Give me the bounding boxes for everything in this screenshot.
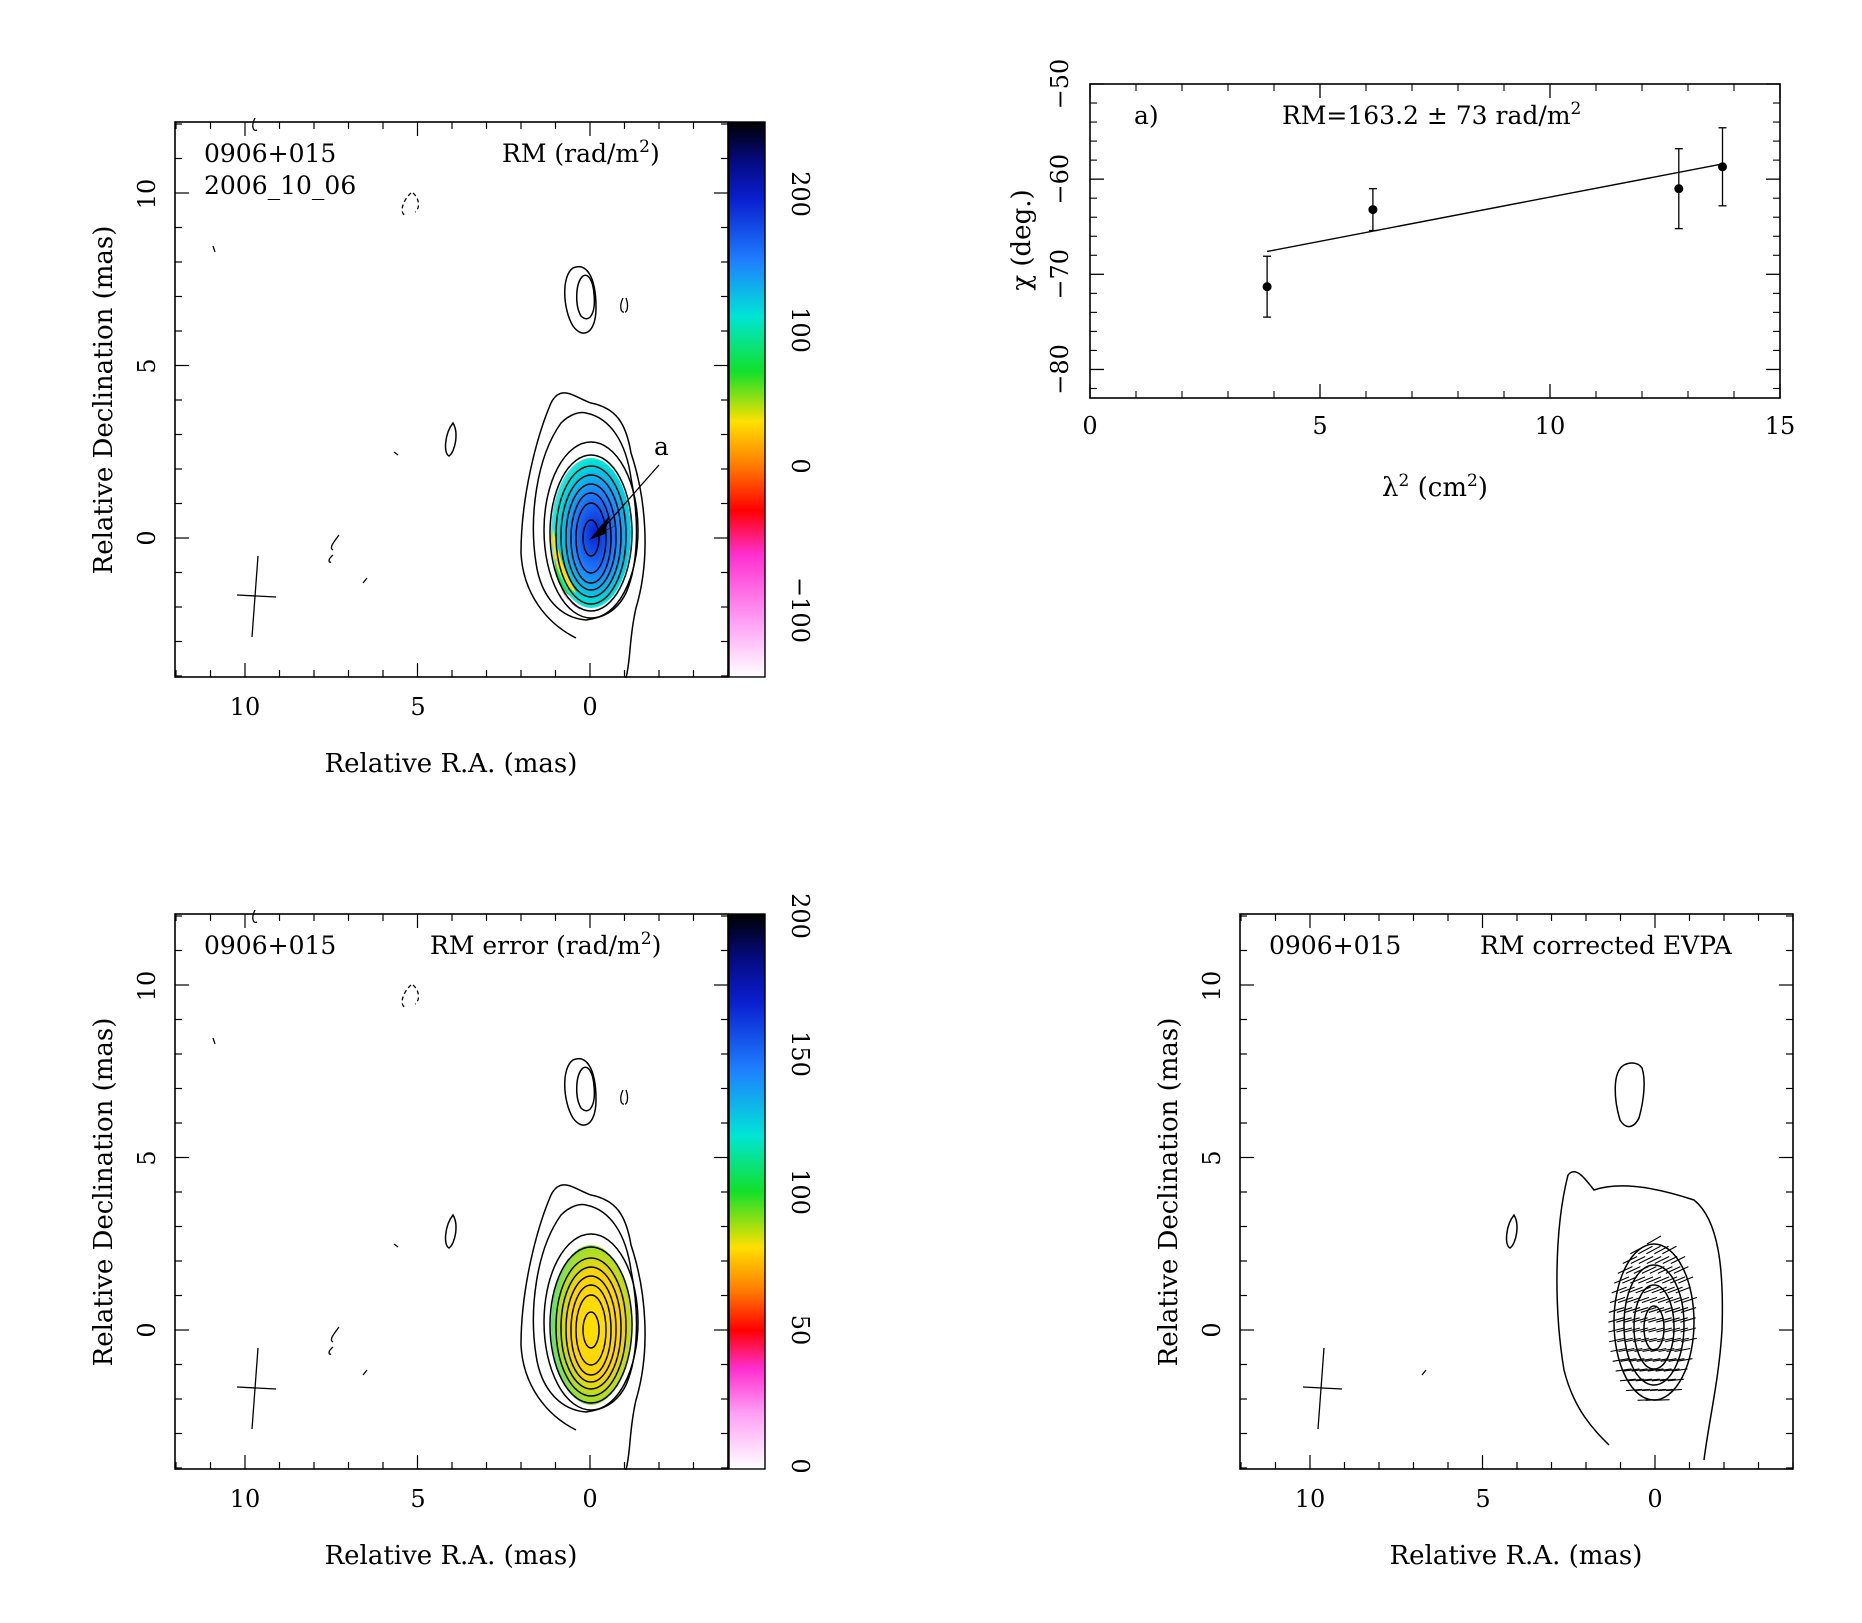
fit-frame — [1089, 83, 1781, 399]
evpa-y-tick: 0 — [1198, 1322, 1226, 1337]
rm-y-ticks: 10 5 0 — [133, 179, 161, 546]
err-x-tick: 10 — [230, 1485, 261, 1513]
rm-xlabel: Relative R.A. (mas) — [325, 749, 578, 779]
rm-map-frame — [174, 121, 729, 678]
err-y-tick: 10 — [133, 971, 161, 1002]
evpa-x-tick: 5 — [1475, 1485, 1490, 1513]
evpa-quantity: RM corrected EVPA — [1480, 931, 1733, 960]
evpa-y-tick: 10 — [1198, 971, 1226, 1002]
fit-y-tick-label: −60 — [1046, 154, 1074, 205]
fit-panel-label: a) — [1134, 101, 1159, 130]
err-y-tick: 0 — [133, 1322, 161, 1337]
rm-fit-panel: 0 5 10 15 −50 −60 −70 −80 a) RM=163.2 ± 73 rad/… — [1007, 59, 1795, 503]
rm-x-tick: 5 — [410, 693, 425, 721]
evpa-source: 0906+015 — [1269, 931, 1401, 960]
rm-error-colour-region — [551, 1245, 631, 1405]
fit-point — [1368, 205, 1378, 215]
err-colorbar-ticks: 200 150 100 50 0 — [786, 893, 814, 1474]
fit-x-tick-label: 15 — [1765, 412, 1796, 440]
rm-x-tick: 0 — [582, 693, 597, 721]
fit-annotation: RM=163.2 ± 73 rad/m2 — [1282, 99, 1581, 130]
evpa-y-ticks: 10 5 0 — [1198, 971, 1226, 1338]
evpa-xlabel: Relative R.A. (mas) — [1390, 1541, 1643, 1571]
rm-y-tick: 5 — [133, 358, 161, 373]
evpa-vectors — [1608, 1235, 1698, 1401]
rm-error-map-panel: 0906+015 RM error (rad/m2) Relative R.A.… — [89, 893, 814, 1571]
rm-x-tick: 10 — [230, 693, 261, 721]
component-a-arrow — [598, 464, 660, 534]
fit-line — [1266, 163, 1723, 253]
rm-y-tick: 10 — [133, 179, 161, 210]
err-quantity: RM error (rad/m2) — [430, 929, 661, 960]
err-xlabel: Relative R.A. (mas) — [325, 1541, 578, 1571]
fit-y-tick-label: −50 — [1046, 59, 1074, 110]
err-cbar-tick: 200 — [786, 893, 814, 939]
rm-colorbar-ticks: 200 100 0 −100 — [786, 171, 814, 643]
evpa-x-ticks: 10 5 0 — [1295, 1485, 1663, 1513]
fit-x-tick-label: 5 — [1312, 412, 1327, 440]
evpa-x-tick: 10 — [1295, 1485, 1326, 1513]
component-a-label: a — [654, 432, 669, 461]
rm-cbar-tick: 100 — [786, 307, 814, 353]
evpa-x-tick: 0 — [1647, 1485, 1662, 1513]
err-ylabel: Relative Declination (mas) — [89, 1018, 119, 1367]
rm-source: 0906+015 — [204, 139, 336, 168]
err-source: 0906+015 — [204, 931, 336, 960]
fit-x-tick-label: 10 — [1535, 412, 1566, 440]
evpa-map-panel: 0906+015 RM corrected EVPA Relative R.A.… — [1154, 913, 1794, 1571]
rm-x-ticks: 10 5 0 — [230, 693, 598, 721]
evpa-map-frame — [1239, 913, 1794, 1470]
rm-error-map-frame — [174, 913, 729, 1470]
fit-point — [1262, 282, 1272, 292]
err-x-tick: 0 — [582, 1485, 597, 1513]
evpa-y-tick: 5 — [1198, 1150, 1226, 1165]
rm-y-tick: 0 — [133, 530, 161, 545]
fit-ylabel: χ (deg.) — [1007, 189, 1037, 290]
err-cbar-tick: 50 — [786, 1315, 814, 1346]
rm-quantity: RM (rad/m2) — [502, 137, 660, 168]
rm-map-panel: 0906+015 2006_10_06 RM (rad/m2) a Relati… — [89, 117, 814, 779]
err-cbar-tick: 100 — [786, 1169, 814, 1215]
fit-marks — [1262, 127, 1727, 318]
rm-ylabel: Relative Declination (mas) — [89, 226, 119, 575]
err-cbar-tick: 150 — [786, 1031, 814, 1077]
fit-point — [1674, 184, 1684, 194]
fit-x-tick-label: 0 — [1082, 412, 1097, 440]
evpa-ylabel: Relative Declination (mas) — [1154, 1018, 1184, 1367]
rm-cbar-tick: −100 — [786, 577, 814, 643]
fit-y-tick-label: −80 — [1046, 344, 1074, 395]
err-x-ticks: 10 5 0 — [230, 1485, 598, 1513]
err-x-tick: 5 — [410, 1485, 425, 1513]
err-y-tick: 5 — [133, 1150, 161, 1165]
rm-colorbar — [728, 121, 766, 678]
err-cbar-tick: 0 — [786, 1458, 814, 1473]
fit-y-tick-label: −70 — [1046, 249, 1074, 300]
rm-cbar-tick: 200 — [786, 171, 814, 217]
fit-xlabel: λ2 (cm2) — [1382, 471, 1488, 503]
rm-error-colorbar — [728, 913, 766, 1470]
rm-cbar-tick: 0 — [786, 458, 814, 473]
err-y-ticks: 10 5 0 — [133, 971, 161, 1338]
fit-point — [1718, 162, 1727, 172]
fit-axes: 0 5 10 15 −50 −60 −70 −80 — [1046, 59, 1795, 440]
rm-date: 2006_10_06 — [204, 171, 356, 200]
